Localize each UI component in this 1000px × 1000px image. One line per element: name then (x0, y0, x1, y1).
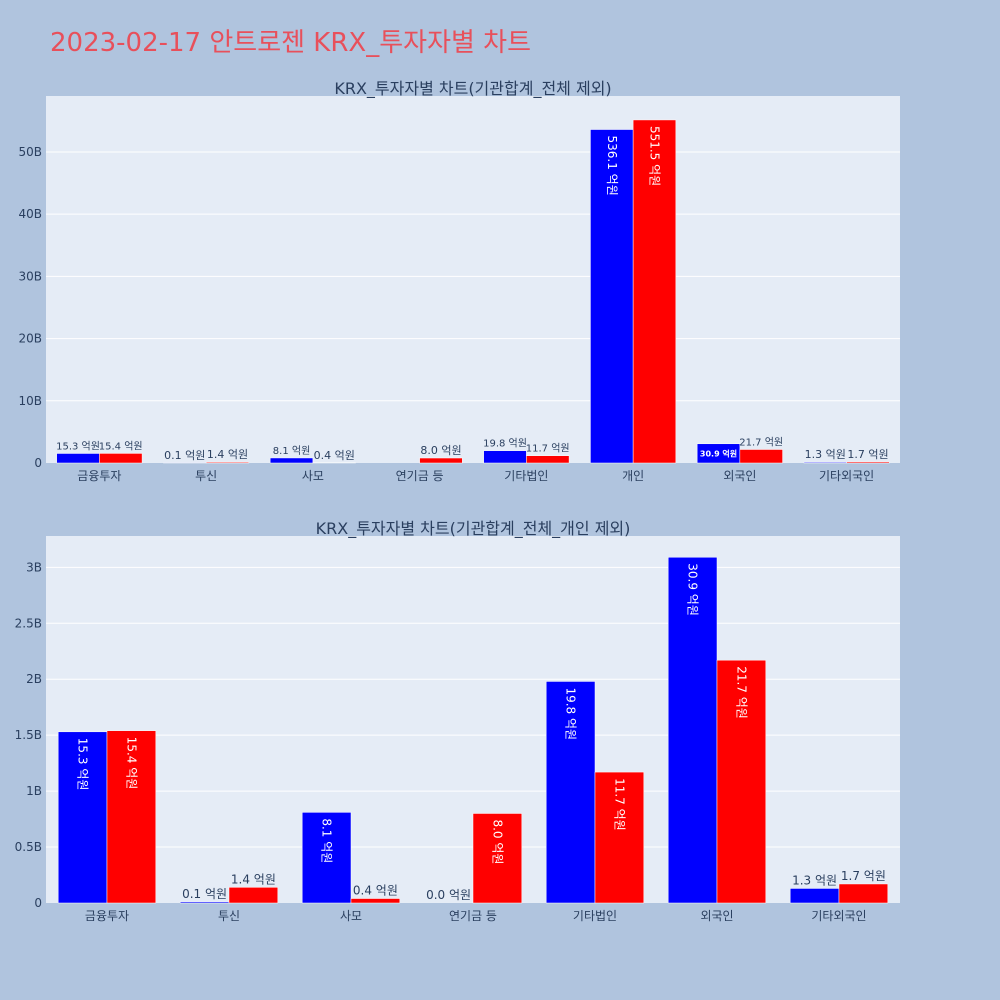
x-tick-label: 금융투자 (85, 909, 129, 923)
data-label: 19.8 억원 (483, 438, 527, 450)
data-label: 15.3 억원 (56, 440, 100, 452)
bar (57, 731, 108, 904)
x-tick-label: 기타법인 (504, 469, 548, 483)
y-tick-label: 1.5B (15, 728, 42, 742)
bar (545, 681, 596, 904)
bar (838, 883, 889, 904)
y-tick-label: 30B (18, 269, 42, 283)
bar (106, 730, 157, 904)
data-label: 1.3 억원 (805, 448, 846, 461)
page-title: 2023-02-17 안트로젠 KRX_투자자별 차트 (50, 28, 532, 58)
data-label: 1.4 억원 (231, 872, 276, 886)
data-label: 0.4 억원 (353, 884, 398, 898)
data-label: 8.0 억원 (490, 819, 504, 864)
data-label: 30.9 억원 (700, 448, 737, 458)
x-tick-label: 연기금 등 (449, 909, 497, 923)
y-tick-label: 0 (34, 896, 42, 910)
x-tick-label: 투신 (218, 909, 240, 923)
data-label: 0.1 억원 (164, 449, 205, 462)
data-label: 15.4 억원 (99, 440, 143, 452)
bar (419, 457, 463, 464)
data-label: 536.1 억원 (605, 136, 619, 196)
bar (526, 455, 570, 464)
chart-top: KRX_투자자별 차트(기관합계_전체 제외) 0 10B 20B 30B 40B 50B 금… (18, 79, 900, 483)
bar (594, 771, 645, 904)
bar (99, 453, 143, 464)
bar (590, 129, 634, 464)
data-label: 1.7 억원 (841, 869, 886, 883)
y-tick-label: 20B (18, 332, 42, 346)
data-label: 0.1 억원 (182, 887, 227, 901)
y-tick-label: 0 (34, 456, 42, 470)
bar (716, 659, 767, 904)
bar (228, 887, 279, 904)
data-label: 8.0 억원 (420, 444, 461, 457)
data-label: 8.1 억원 (320, 818, 334, 863)
bar (205, 461, 250, 464)
data-label: 1.7 억원 (847, 448, 888, 461)
y-tick-label: 3B (26, 560, 42, 574)
data-label: 15.3 억원 (76, 738, 90, 791)
plot-area (46, 96, 900, 463)
bar (179, 901, 230, 904)
bar (472, 813, 523, 904)
y-tick-label: 1B (26, 784, 42, 798)
data-label: 19.8 억원 (564, 687, 578, 740)
x-tick-label: 외국인 (723, 469, 756, 483)
bar (667, 557, 718, 904)
data-label: 11.7 억원 (526, 443, 570, 455)
data-label: 21.7 억원 (739, 437, 783, 449)
x-tick-label: 기타법인 (573, 909, 617, 923)
chart-title: KRX_투자자별 차트(기관합계_전체_개인 제외) (316, 519, 631, 539)
y-tick-label: 50B (18, 145, 42, 159)
data-label: 0.0 억원 (426, 888, 471, 902)
x-tick-label: 기타외국인 (811, 909, 866, 923)
x-tick-label: 개인 (622, 469, 644, 483)
y-tick-label: 10B (18, 394, 42, 408)
bar (269, 457, 314, 464)
data-label: 1.4 억원 (207, 448, 248, 461)
bar (301, 812, 352, 904)
data-label: 551.5 억원 (647, 126, 661, 186)
bar (632, 119, 677, 464)
chart-title: KRX_투자자별 차트(기관합계_전체 제외) (334, 79, 611, 99)
bar (846, 461, 890, 464)
data-label: 0.4 억원 (314, 449, 355, 462)
x-tick-label: 기타외국인 (819, 469, 874, 483)
data-label: 1.3 억원 (792, 873, 837, 887)
x-tick-label: 연기금 등 (396, 469, 444, 483)
x-tick-label: 사모 (302, 469, 324, 483)
bar (739, 449, 783, 464)
y-tick-label: 2B (26, 672, 42, 686)
bar (789, 888, 840, 904)
data-label: 11.7 억원 (612, 778, 626, 831)
x-tick-label: 사모 (340, 909, 362, 923)
y-tick-label: 2.5B (15, 616, 42, 630)
bar (350, 898, 401, 904)
x-tick-label: 외국인 (700, 909, 733, 923)
data-label: 21.7 억원 (734, 666, 748, 719)
data-label: 15.4 억원 (124, 737, 138, 790)
y-tick-label: 40B (18, 207, 42, 221)
x-tick-label: 투신 (195, 469, 217, 483)
data-label: 30.9 억원 (686, 563, 700, 616)
y-tick-label: 0.5B (15, 840, 42, 854)
x-tick-label: 금융투자 (77, 469, 121, 483)
data-label: 8.1 억원 (273, 445, 310, 457)
